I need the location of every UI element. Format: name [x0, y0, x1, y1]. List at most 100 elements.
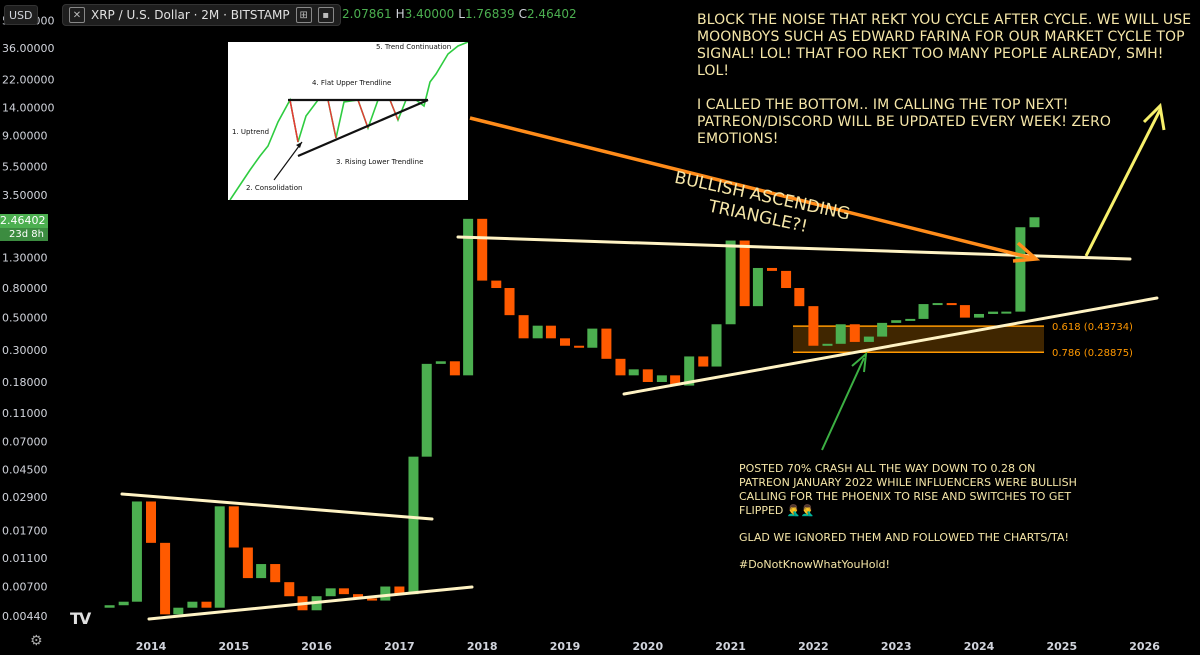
y-tick-label: 0.01100	[2, 552, 48, 565]
y-tick-label: 0.18000	[2, 376, 48, 389]
orange-arrow-shaft	[469, 116, 1033, 260]
fibonacci-levels: 0.618 (0.43734) 0.786 (0.28875)	[793, 322, 1133, 359]
candle	[891, 320, 902, 323]
orange-arrow-head	[1012, 241, 1041, 263]
candle	[435, 361, 446, 364]
candle	[615, 358, 626, 376]
x-tick-label: 2026	[1129, 640, 1160, 653]
y-tick-label: 36.00000	[2, 42, 55, 55]
y-tick-label: 0.04500	[2, 463, 48, 476]
candle	[642, 369, 653, 382]
ascending-triangle-diagram: 1. Uptrend 2. Consolidation 3. Rising Lo…	[228, 41, 469, 201]
x-axis: 2014 2015 2016 2017 2018 2019 2020 2021 2022 2023…	[136, 640, 1161, 653]
symbol-title-bar[interactable]: ✕ XRP / U.S. Dollar · 2M · BITSTAMP ⊞ ▪	[62, 4, 341, 26]
candle	[477, 218, 488, 281]
y-tick-label: 0.02900	[2, 491, 48, 504]
high-label: H	[395, 7, 405, 21]
candle	[353, 594, 363, 599]
candle	[781, 270, 792, 289]
x-tick-label: 2017	[384, 640, 415, 653]
candle	[463, 218, 474, 376]
candle	[767, 267, 777, 271]
candle	[242, 547, 253, 579]
candle	[201, 601, 212, 608]
drawings	[120, 102, 1166, 621]
candle	[863, 336, 874, 342]
y-tick-label: 0.00700	[2, 581, 48, 594]
candle	[794, 288, 805, 307]
candle	[587, 328, 598, 348]
candle	[380, 586, 391, 601]
candle	[532, 325, 543, 339]
yellow-arrow-shaft	[1084, 109, 1162, 257]
x-tick-label: 2018	[467, 640, 498, 653]
candle	[256, 564, 267, 579]
candle	[449, 361, 460, 376]
y-tick-label: 14.00000	[2, 102, 55, 115]
inset-label-flat-upper: 4. Flat Upper Trendline	[312, 79, 391, 87]
top-commentary: BLOCK THE NOISE THAT REKT YOU CYCLE AFTE…	[697, 12, 1192, 165]
candle	[338, 588, 349, 595]
candle	[959, 305, 970, 318]
candle	[752, 267, 763, 307]
candle	[504, 288, 515, 316]
candle	[160, 542, 171, 615]
candle	[545, 325, 556, 339]
close-label: C	[518, 7, 527, 21]
candle	[574, 345, 585, 348]
symbol-title: XRP / U.S. Dollar · 2M · BITSTAMP	[91, 8, 290, 22]
inset-label-continuation: 5. Trend Continuation	[376, 43, 451, 51]
collapse-icon[interactable]: ✕	[69, 7, 85, 23]
x-tick-label: 2015	[218, 640, 249, 653]
open-value: 2.07861	[342, 7, 392, 21]
currency-selector[interactable]: USD	[4, 5, 38, 25]
fib-label: 0.786 (0.28875)	[1052, 348, 1133, 359]
inset-uptrend-line	[229, 41, 469, 201]
trendline	[147, 585, 474, 621]
fib-band	[793, 326, 1044, 353]
yellow-arrow-head	[1142, 102, 1166, 131]
settings-gear-icon[interactable]: ⚙	[30, 633, 43, 649]
candle	[394, 586, 405, 595]
candle	[1029, 217, 1040, 228]
y-tick-label: 0.80000	[2, 282, 48, 295]
candle	[118, 601, 129, 606]
inset-label-consolidation: 2. Consolidation	[246, 184, 302, 192]
fib-label: 0.618 (0.43734)	[1052, 322, 1133, 333]
y-tick-label: 0.30000	[2, 344, 48, 357]
inset-rising-lower-line	[297, 98, 429, 158]
candle	[808, 306, 819, 346]
bottom-commentary-para-2: GLAD WE IGNORED THEM AND FOLLOWED THE CH…	[739, 531, 1069, 544]
x-tick-label: 2019	[550, 640, 581, 653]
candle	[408, 456, 419, 595]
inset-label-rising-lower: 3. Rising Lower Trendline	[336, 158, 423, 166]
settings-icon[interactable]: ▪	[317, 7, 334, 23]
compare-icon[interactable]: ⊞	[295, 7, 312, 23]
candle	[1001, 311, 1012, 314]
green-arrow-shaft	[821, 357, 865, 451]
y-tick-label: 9.00000	[2, 130, 48, 143]
candle	[270, 564, 281, 583]
candle	[905, 318, 916, 321]
low-label: L	[458, 7, 465, 21]
candle	[698, 356, 709, 367]
ohlc-readout: 2.07861 H 3.40000 L 1.76839 C 2.46402	[342, 4, 581, 24]
candle	[518, 315, 529, 339]
top-commentary-para-2: I CALLED THE BOTTOM.. IM CALLING THE TOP…	[697, 97, 1112, 147]
y-tick-label: 3.50000	[2, 189, 48, 202]
trendline	[622, 296, 1159, 396]
y-tick-label: 1.30000	[2, 251, 48, 264]
candle	[628, 369, 639, 376]
y-tick-label: 0.50000	[2, 312, 48, 325]
x-tick-label: 2021	[715, 640, 746, 653]
y-tick-label: 0.07000	[2, 435, 48, 448]
candle	[131, 501, 142, 602]
x-tick-label: 2016	[301, 640, 332, 653]
candles	[104, 217, 1040, 615]
x-tick-label: 2020	[632, 640, 663, 653]
y-tick-label: 0.00440	[2, 610, 48, 623]
inset-label-uptrend: 1. Uptrend	[232, 128, 269, 136]
x-tick-label: 2023	[881, 640, 912, 653]
tradingview-logo[interactable]: TV	[70, 609, 91, 628]
